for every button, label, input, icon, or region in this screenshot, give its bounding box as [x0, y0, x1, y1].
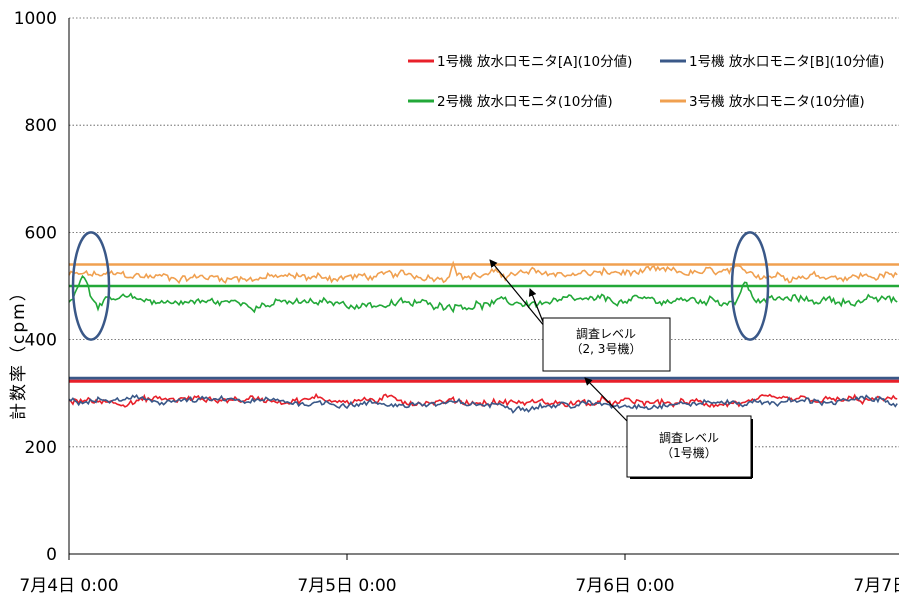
y-tick-label: 0 [46, 545, 57, 565]
x-tick-label: 7月5日 0:00 [297, 576, 396, 596]
y-tick-label: 800 [25, 116, 57, 136]
annotation-text: （2, 3号機） [571, 341, 642, 356]
annotation-arrow [489, 259, 546, 328]
legend-label: 2号機 放水口モニタ(10分値) [437, 94, 613, 110]
annotation-text: 調査レベル [576, 327, 636, 341]
y-tick-label: 600 [25, 223, 57, 243]
y-tick-labels: 0 200 400 600 800 1000 [14, 9, 57, 565]
y-tick-label: 1000 [14, 9, 57, 29]
annotation-text: （1号機） [661, 445, 717, 460]
series-lines [68, 260, 898, 414]
series-line [68, 393, 898, 414]
legend-label: 1号機 放水口モニタ[A](10分値) [437, 54, 632, 70]
x-tick-labels: 7月4日 0:00 7月5日 0:00 7月6日 0:00 7月7日 0:00 [19, 576, 899, 596]
y-tick-label: 400 [25, 331, 57, 351]
axes [68, 18, 899, 560]
legend-label: 1号機 放水口モニタ[B](10分値) [689, 54, 884, 70]
highlight-ellipse [71, 231, 111, 341]
series-line [68, 274, 898, 314]
x-tick-label: 7月6日 0:00 [575, 576, 674, 596]
highlight-ellipses [71, 231, 770, 341]
series-line [68, 260, 898, 285]
series-line [68, 392, 898, 409]
annotation-arrow [584, 377, 629, 423]
y-axis-label: 計数率（cpm） [9, 282, 29, 420]
annotation-text: 調査レベル [659, 431, 719, 445]
annotations: 調査レベル（2, 3号機）調査レベル（1号機） [489, 259, 753, 479]
y-tick-label: 200 [25, 438, 57, 458]
x-tick-label: 7月7日 0:00 [853, 576, 899, 596]
x-tick-label: 7月4日 0:00 [19, 576, 118, 596]
annotation-box [542, 317, 671, 372]
legend: 1号機 放水口モニタ[A](10分値) 1号機 放水口モニタ[B](10分値) 2号… [408, 54, 884, 110]
reference-lines [69, 263, 899, 383]
highlight-ellipse [730, 231, 770, 341]
legend-label: 3号機 放水口モニタ(10分値) [689, 94, 865, 110]
